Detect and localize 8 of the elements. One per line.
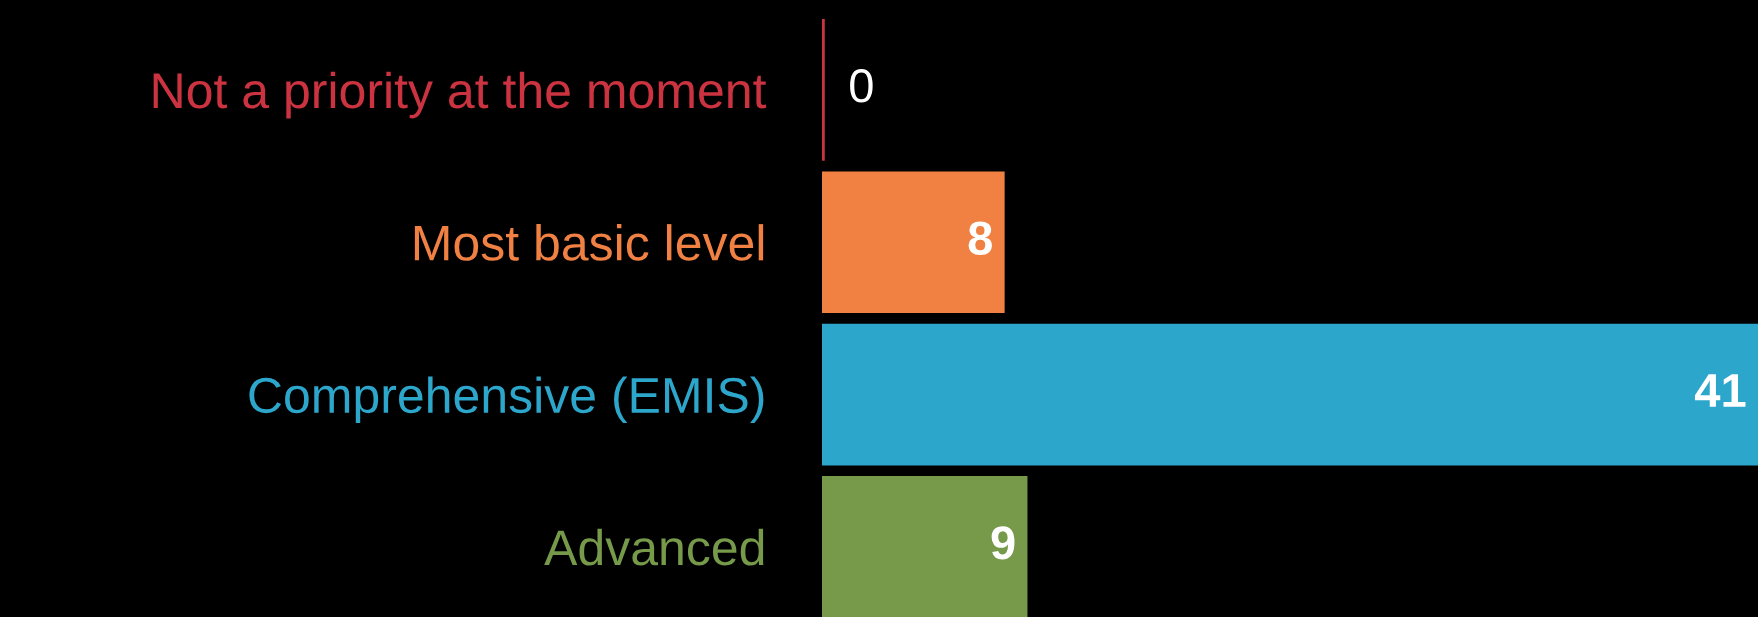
y-tick-label: Comprehensive (EMIS) [249, 376, 764, 424]
data-label: 41 [1694, 374, 1746, 407]
data-label: 0 [850, 69, 873, 103]
y-tick-label: Most basic level [414, 224, 764, 261]
y-tick-label: Not a priority at the moment [153, 71, 767, 119]
data-label: 9 [991, 526, 1015, 560]
data-label: 8 [968, 221, 992, 255]
y-tick-label: Advanced [544, 528, 764, 566]
